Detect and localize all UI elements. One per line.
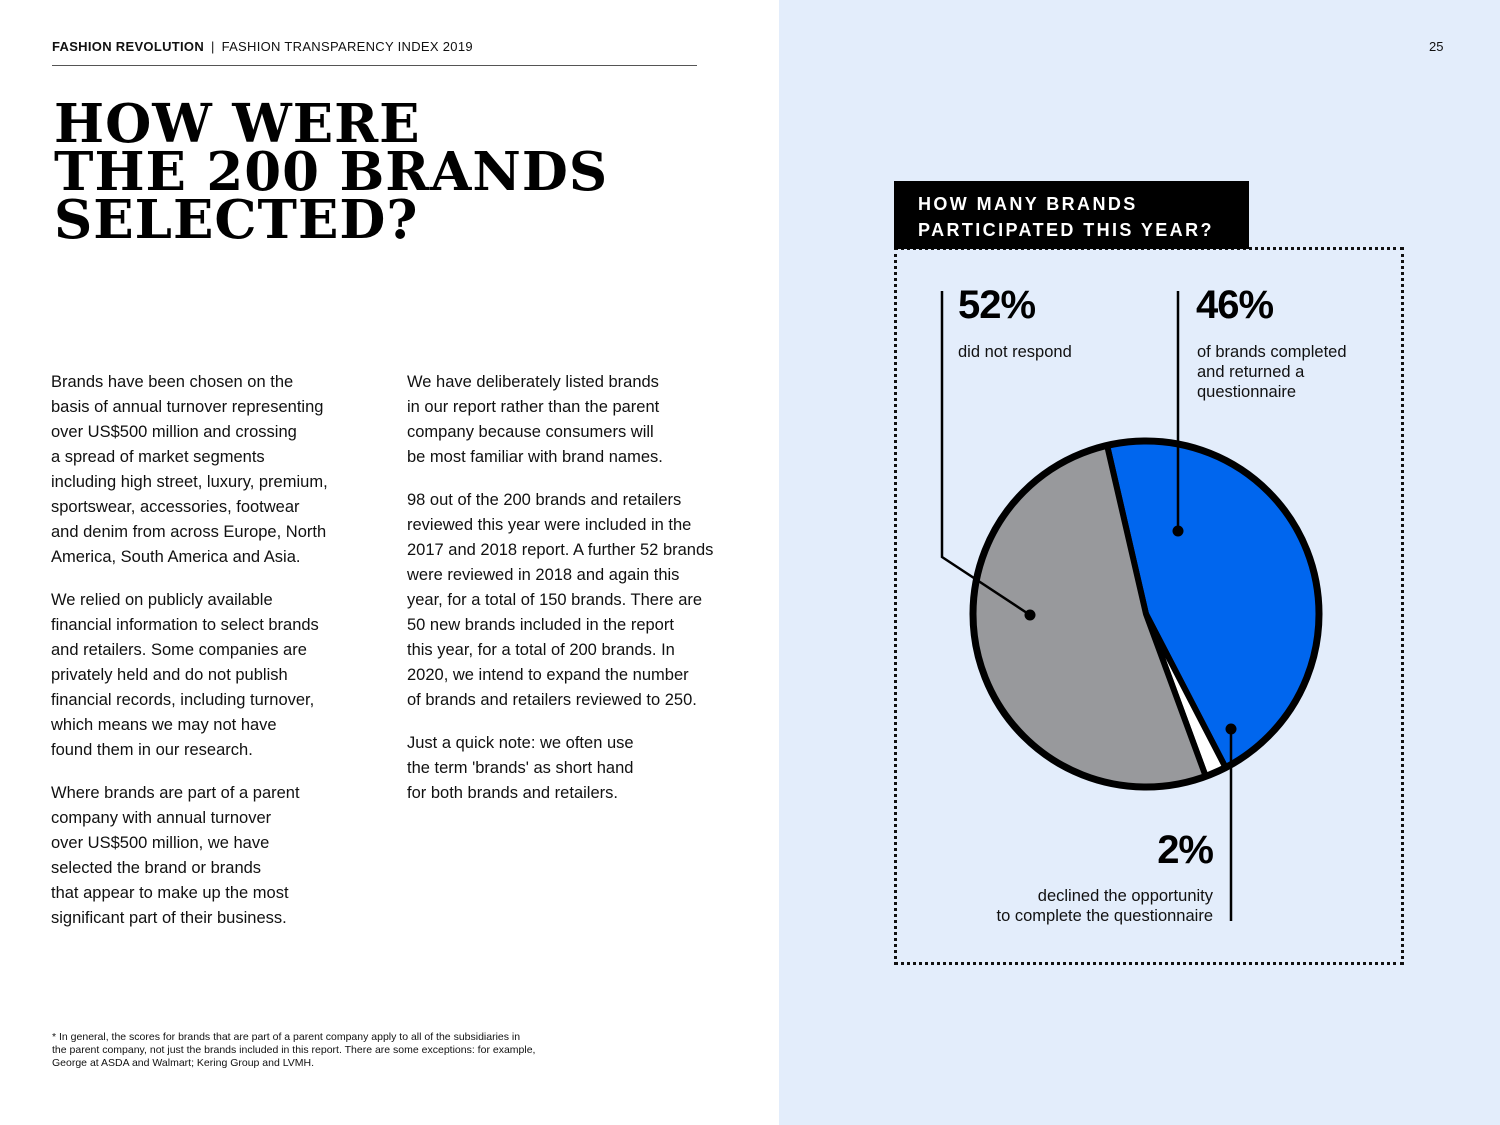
desc-did-not-respond: did not respond (958, 343, 1072, 361)
chart-title-line: HOW MANY BRANDS (918, 194, 1138, 214)
paragraph: 98 out of the 200 brands and retailers r… (407, 491, 714, 709)
pct-did-not-respond: 52% (958, 283, 1036, 327)
paragraph: Where brands are part of a parent compan… (51, 784, 300, 927)
pct-declined: 2% (1157, 828, 1214, 872)
header-separator: | (210, 39, 215, 54)
leader-dot-did-not-respond (1024, 609, 1036, 621)
left-page (0, 0, 779, 1125)
body-column-2: We have deliberately listed brands in ou… (407, 370, 737, 824)
paragraph: Brands have been chosen on the basis of … (51, 373, 328, 566)
title-line: HOW WERE (54, 93, 421, 155)
leader-dot-completed (1172, 525, 1184, 537)
pie-outline (969, 437, 1323, 791)
page-number: 25 (1429, 39, 1444, 54)
header-brand: FASHION REVOLUTION (52, 39, 205, 54)
title-line: THE 200 BRANDS (54, 141, 609, 203)
page-title: HOW WERE THE 200 BRANDS SELECTED? (54, 93, 674, 251)
paragraph: Just a quick note: we often use the term… (407, 734, 634, 802)
desc-completed: of brands completed and returned a quest… (1197, 343, 1347, 401)
chart-title-line: PARTICIPATED THIS YEAR? (918, 220, 1214, 240)
leader-line-did-not-respond (940, 291, 1031, 617)
leader-dot-declined (1225, 723, 1237, 735)
paragraph: We relied on publicly available financia… (51, 591, 319, 759)
paragraph: We have deliberately listed brands in ou… (407, 373, 663, 466)
header-publication: FASHION TRANSPARENCY INDEX 2019 (221, 39, 473, 54)
title-line: SELECTED? (54, 189, 419, 251)
footnote: * In general, the scores for brands that… (52, 1031, 536, 1069)
pct-completed: 46% (1196, 283, 1274, 327)
running-header: FASHION REVOLUTION | FASHION TRANSPARENC… (52, 39, 697, 66)
body-column-1: Brands have been chosen on the basis of … (51, 370, 371, 949)
chart-title: HOW MANY BRANDS PARTICIPATED THIS YEAR? (894, 181, 1249, 249)
desc-declined: declined the opportunity to complete the… (996, 887, 1213, 925)
